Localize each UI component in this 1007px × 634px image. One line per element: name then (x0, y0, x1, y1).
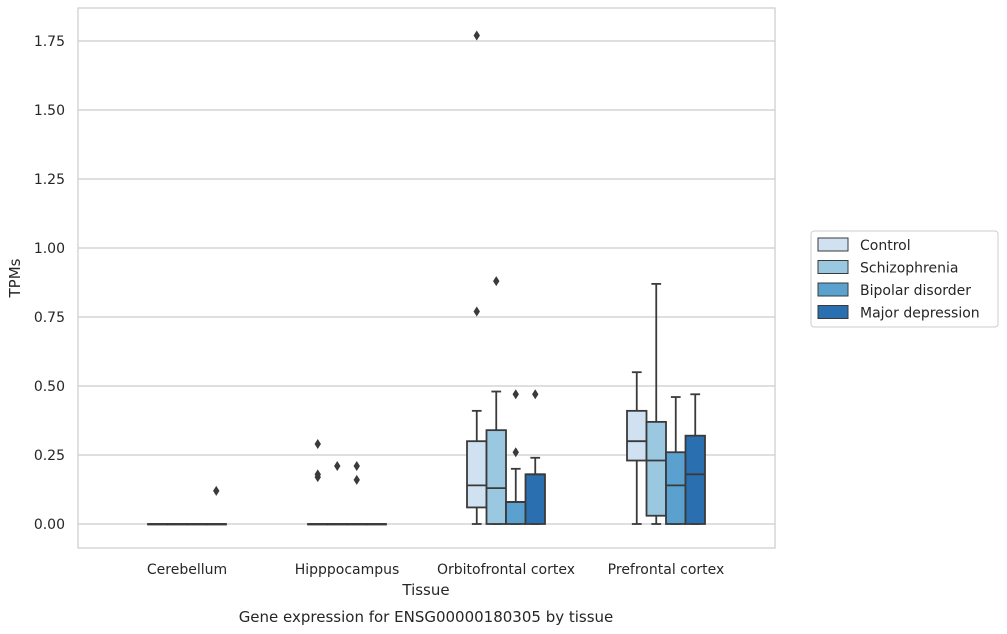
outlier-point (473, 306, 480, 317)
box-iqr (505, 501, 527, 525)
x-tick-label: Hipppocampus (295, 562, 400, 578)
y-tick-labels: 0.00 0.25 0.50 0.75 1.00 1.25 1.50 1.75 (34, 34, 65, 533)
x-tick-labels: Cerebellum Hipppocampus Orbitofrontal cort… (147, 562, 724, 578)
box-2-0 (186, 523, 208, 526)
outlier-point (532, 389, 539, 400)
chart-caption: Gene expression for ENSG00000180305 by t… (239, 608, 614, 626)
box-1-2 (485, 276, 507, 525)
x-axis-label: Tissue (401, 581, 449, 599)
box-0-0 (147, 523, 169, 526)
plot-area (147, 30, 706, 526)
box-iqr (645, 420, 667, 517)
legend-label: Schizophrenia (860, 261, 958, 277)
box-2-2 (505, 389, 527, 525)
outlier-point (334, 461, 341, 472)
box-1-0 (166, 523, 188, 526)
box-1-1 (326, 461, 348, 526)
y-tick-label: 0.50 (34, 379, 65, 395)
box-1-3 (645, 282, 667, 525)
x-tick-label: Prefrontal cortex (608, 562, 725, 578)
box-iqr (626, 409, 648, 462)
box-3-2 (524, 389, 546, 525)
y-tick-label: 0.25 (34, 448, 65, 464)
outlier-point (314, 438, 321, 449)
legend-swatch (817, 260, 849, 274)
outlier-point (213, 485, 220, 496)
box-3-0 (205, 485, 227, 526)
box-3-3 (684, 393, 706, 525)
legend: Control Schizophrenia Bipolar disorder Majo… (810, 230, 999, 328)
legend-label: Bipolar disorder (860, 283, 971, 299)
box-0-3 (626, 371, 648, 525)
box-0-2 (466, 30, 488, 525)
legend-label: Major depression (860, 306, 980, 322)
outlier-point (512, 447, 519, 458)
outlier-point (314, 472, 321, 483)
legend-label: Control (860, 238, 911, 254)
box-iqr (524, 473, 546, 525)
legend-swatch (817, 282, 849, 297)
y-tick-label: 0.00 (34, 517, 65, 533)
box-iqr (485, 429, 507, 525)
grid-lines (78, 40, 775, 525)
x-tick-label: Cerebellum (147, 562, 227, 578)
legend-swatch (817, 305, 849, 319)
y-tick-label: 1.00 (34, 241, 65, 257)
y-tick-label: 1.50 (34, 103, 65, 119)
box-2-1 (346, 461, 368, 526)
y-axis-label: TPMs (6, 258, 24, 298)
y-tick-label: 1.25 (34, 172, 65, 188)
legend-swatch (817, 237, 849, 252)
box-iqr (665, 451, 687, 525)
box-0-1 (307, 438, 329, 526)
outlier-point (512, 389, 519, 400)
box-iqr (466, 440, 488, 509)
box-2-3 (665, 396, 687, 525)
outlier-point (493, 276, 500, 287)
box-iqr (684, 434, 706, 525)
y-tick-label: 0.75 (34, 310, 65, 326)
outlier-point (473, 30, 480, 41)
axes-frame (77, 7, 776, 549)
x-tick-label: Orbitofrontal cortex (437, 562, 575, 578)
legend-frame (810, 230, 999, 328)
legend-items: Control Schizophrenia Bipolar disorder Majo… (817, 237, 980, 322)
box-3-1 (365, 523, 387, 526)
y-tick-label: 1.75 (34, 34, 65, 50)
outlier-point (353, 461, 360, 472)
outlier-point (353, 474, 360, 485)
